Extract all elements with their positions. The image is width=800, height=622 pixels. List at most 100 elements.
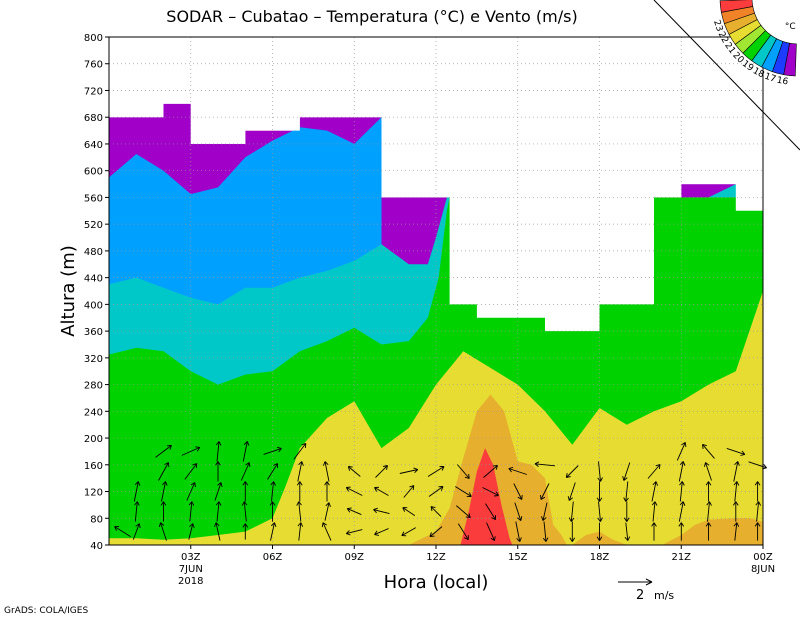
wind-vector (733, 481, 740, 502)
y-tick-label: 480 (84, 247, 103, 258)
wind-vector (508, 466, 527, 475)
wind-vector (267, 463, 278, 480)
wind-vector (215, 501, 222, 522)
wind-vector (158, 522, 167, 541)
wind-vector (373, 507, 390, 515)
wind-vector (296, 481, 303, 502)
y-tick-label: 760 (84, 60, 103, 71)
y-axis: 40 80 120 160 200 240 280 320 360 400 440 480 520 560… (84, 33, 109, 552)
y-tick-label: 720 (84, 86, 103, 97)
wind-vector (321, 522, 332, 541)
y-tick-label: 520 (84, 220, 103, 231)
wind-vector (515, 521, 522, 542)
wind-vector (514, 502, 523, 521)
wind-vector (568, 501, 575, 522)
wind-vector (733, 461, 740, 482)
wind-vector (428, 486, 444, 497)
colorbar-label: 16 (776, 76, 789, 88)
wind-vector (186, 482, 196, 501)
wind-reference-value: 2 (636, 588, 644, 603)
wind-vector (345, 486, 363, 496)
wind-vector (240, 462, 251, 481)
wind-vector (242, 441, 250, 462)
wind-vector (754, 481, 761, 502)
x-tick-label: 12Z (426, 552, 446, 563)
wind-vector (623, 481, 629, 502)
wind-vector (214, 522, 221, 541)
y-tick-label: 400 (84, 300, 103, 311)
wind-vector (324, 481, 330, 502)
wind-vector (456, 464, 470, 479)
wind-vector (678, 461, 686, 482)
wind-vector (485, 503, 496, 521)
wind-vector (486, 522, 496, 541)
wind-vector (647, 464, 661, 479)
credit-label: GrADS: COLA/IGES (4, 606, 88, 616)
wind-vector (114, 526, 131, 537)
wind-vector (651, 481, 659, 502)
wind-vector (754, 522, 761, 541)
wind-vector (457, 523, 469, 541)
wind-vector (242, 523, 249, 540)
x-tick-label: 09Z (344, 552, 364, 563)
y-tick-label: 440 (84, 274, 103, 285)
y-tick-label: 120 (84, 488, 103, 499)
wind-vector (293, 442, 307, 460)
wind-vector (133, 481, 141, 502)
wind-vector (160, 501, 167, 522)
wind-vector (540, 483, 550, 500)
wind-vector (569, 521, 576, 542)
wind-vector (651, 522, 657, 541)
x-tick-label: 06Z (263, 552, 283, 563)
wind-vector (534, 461, 556, 467)
y-tick-label: 280 (84, 381, 103, 392)
wind-vector (427, 465, 445, 477)
wind-vector (651, 501, 658, 522)
wind-vector (134, 501, 140, 522)
wind-vector (161, 481, 168, 502)
wind-vector (347, 466, 361, 477)
wind-vector (482, 487, 499, 497)
wind-vector (624, 522, 631, 541)
wind-vector (403, 485, 415, 498)
colorbar-segment (719, 0, 754, 13)
wind-vector (375, 465, 388, 478)
x-tick-label: 21Z (671, 552, 691, 563)
x-tick-date: 7JUN (179, 564, 203, 575)
y-axis-label: Altura (m) (58, 245, 79, 337)
y-tick-label: 160 (84, 461, 103, 472)
wind-vector (269, 501, 276, 522)
y-tick-label: 560 (84, 193, 103, 204)
y-tick-label: 200 (84, 434, 103, 445)
wind-vector (322, 461, 330, 482)
wind-vector (158, 462, 170, 481)
wind-vector (733, 522, 740, 541)
wind-vector (455, 486, 472, 498)
wind-vector (703, 462, 712, 481)
wind-vector (622, 462, 631, 481)
wind-vector (188, 501, 195, 522)
wind-vector (374, 486, 389, 496)
wind-vector (270, 481, 276, 502)
chart-title: SODAR – Cubatao – Temperatura (°C) e Ven… (166, 7, 577, 26)
wind-vector (401, 527, 417, 537)
wind-vector (676, 442, 687, 461)
wind-vector (483, 465, 498, 478)
colorbar-divider (653, 0, 800, 151)
wind-vector (270, 522, 277, 541)
wind-vector (346, 507, 362, 516)
wind-vector (399, 467, 419, 474)
wind-vector (597, 501, 603, 522)
wind-reference-legend: 2 m/s (618, 578, 674, 603)
wind-vector (214, 482, 223, 501)
wind-vector (706, 501, 712, 522)
wind-vector (623, 501, 630, 522)
wind-vector (755, 501, 762, 522)
x-tick-label: 03Z (181, 552, 201, 563)
wind-vector (705, 522, 712, 541)
wind-vector (402, 507, 416, 516)
wind-vector (297, 522, 304, 541)
wind-vector (732, 501, 739, 522)
